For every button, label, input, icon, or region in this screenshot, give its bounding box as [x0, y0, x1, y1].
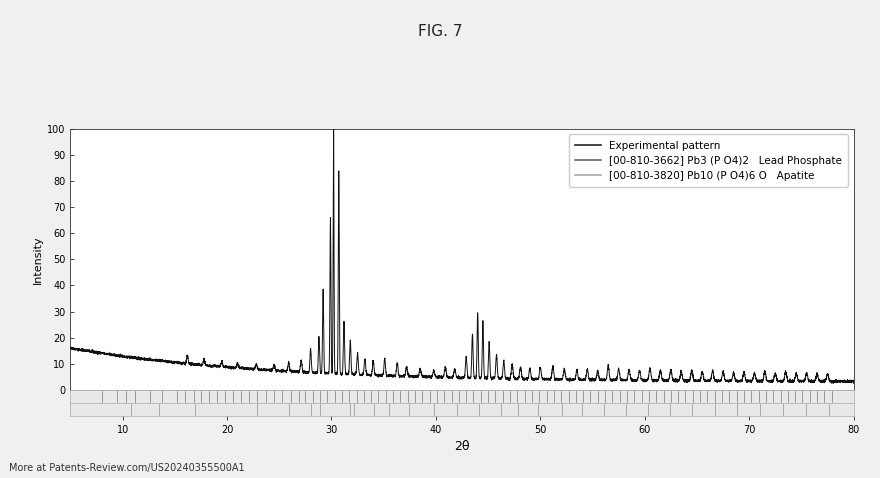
- Y-axis label: Intensity: Intensity: [33, 235, 43, 284]
- X-axis label: 2θ: 2θ: [454, 440, 470, 454]
- Text: FIG. 7: FIG. 7: [418, 24, 462, 39]
- Legend: Experimental pattern, [00-810-3662] Pb3 (P O4)2   Lead Phosphate, [00-810-3820] : Experimental pattern, [00-810-3662] Pb3 …: [568, 134, 848, 187]
- Text: More at Patents-Review.com/US20240355500A1: More at Patents-Review.com/US20240355500…: [9, 463, 245, 473]
